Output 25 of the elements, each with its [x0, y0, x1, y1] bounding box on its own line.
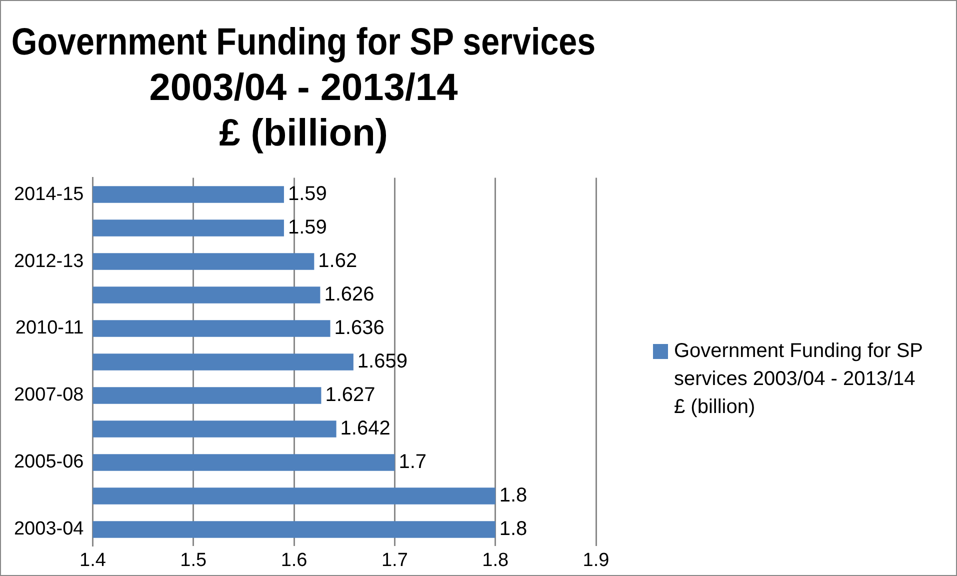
data-label: 1.8: [499, 518, 528, 540]
x-tick-label: 1.8: [482, 550, 509, 571]
y-tick-label: 2010-11: [15, 318, 84, 339]
x-tick-label: 1.4: [80, 550, 106, 571]
data-label: 1.59: [288, 216, 327, 239]
data-label: 1.627: [325, 384, 376, 406]
chart-title: Government Funding for SP services 2003/04 - 2013/14 £ (billion): [11, 20, 596, 154]
x-tick-label: 1.6: [280, 550, 308, 571]
data-label: 1.636: [334, 317, 384, 340]
data-label: 1.7: [398, 450, 427, 473]
y-tick-label: 2012-13: [14, 250, 84, 272]
x-tick-label: 1.5: [180, 550, 207, 571]
data-label: 1.8: [499, 484, 528, 506]
legend-label: Government Funding for SP services 2003/04 - 2013/14 £ (billion): [674, 339, 924, 420]
y-tick-label: 2007-08: [14, 384, 84, 406]
y-tick-label: 2003-04: [14, 518, 84, 540]
data-label: 1.62: [318, 250, 358, 272]
y-tick-label: 2005-06: [14, 452, 84, 473]
data-label: 1.642: [340, 417, 390, 440]
data-label: 1.59: [288, 183, 327, 206]
data-label: 1.626: [324, 284, 374, 306]
y-tick-label: 2014-15: [14, 184, 84, 205]
data-label: 1.659: [357, 350, 408, 373]
x-tick-label: 1.9: [582, 550, 610, 571]
x-tick-label: 1.7: [381, 550, 408, 571]
